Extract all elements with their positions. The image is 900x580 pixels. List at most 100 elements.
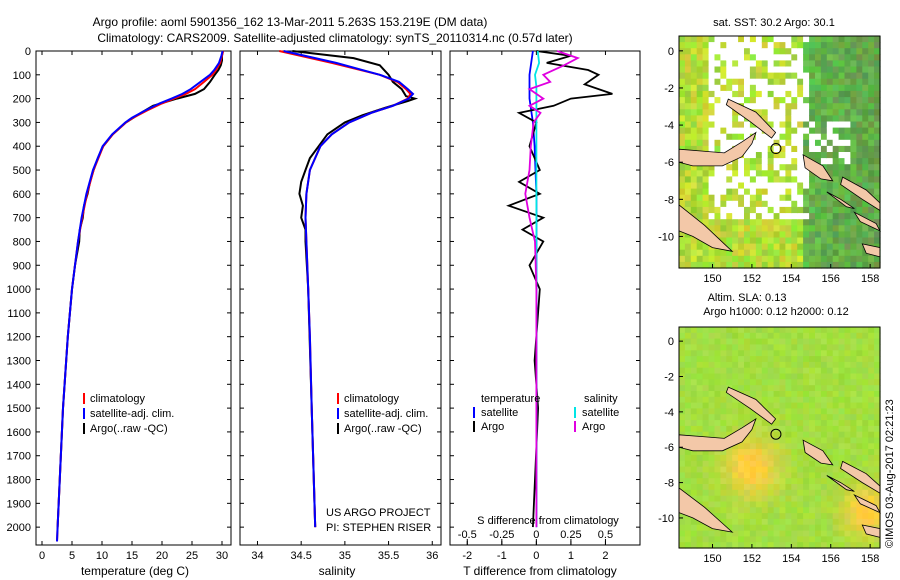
sla-map-cell: [679, 454, 686, 462]
sst-map-cell: [773, 54, 781, 61]
difference-x-tick-label: -2: [462, 550, 472, 562]
sla-map-cell: [696, 379, 704, 386]
sst-map-cell: [714, 121, 721, 129]
sla-map-cell: [749, 489, 757, 497]
sla-map-cell: [755, 542, 763, 549]
sst-map-cell: [773, 127, 781, 135]
sla-map-cell: [868, 495, 875, 503]
sla-map-cell: [726, 344, 733, 351]
sla-map-cell: [684, 425, 692, 433]
sla-map-cell: [803, 361, 810, 369]
sla-map-cell: [726, 536, 733, 543]
sla-map-cell: [773, 437, 781, 444]
sla-map-cell: [749, 460, 757, 468]
sla-map-cell: [714, 495, 721, 503]
sst-map-cell: [785, 72, 792, 80]
sst-map-cell: [856, 133, 863, 141]
sla-map-cell: [761, 431, 769, 439]
sst-map-cell: [791, 54, 798, 61]
sla-map-cell: [826, 484, 834, 491]
sst-map-cell: [755, 243, 763, 251]
sst-map-cell: [714, 78, 721, 86]
sst-map-cell: [850, 249, 857, 257]
sst-map-cell: [761, 48, 769, 55]
sla-map-cell: [761, 530, 769, 537]
sla-map-cell: [779, 513, 786, 520]
sla-map-cell: [850, 402, 857, 409]
sst-map-cell: [809, 103, 816, 110]
sst-map-cell: [702, 109, 710, 116]
sst-map-cell: [773, 97, 781, 104]
sst-map-cell: [785, 109, 792, 116]
sst-map-cell: [732, 115, 739, 123]
sla-map-cell: [791, 420, 798, 427]
sst-map-cell: [874, 72, 881, 80]
sst-map-cell: [720, 90, 727, 98]
sst-map-cell: [749, 66, 757, 74]
sst-map-cell: [820, 145, 828, 153]
sla-map-cell: [779, 518, 786, 526]
sst-map-cell: [844, 103, 851, 110]
sla-map-cell: [862, 513, 869, 520]
sla-map-cell: [815, 327, 822, 334]
sst-map-cell: [874, 103, 881, 110]
sla-map-cell: [850, 361, 857, 369]
sla-map-cell: [702, 338, 710, 345]
sla-map-cell: [702, 414, 710, 421]
sst-map-cell: [773, 200, 781, 208]
sla-map-cell: [785, 344, 792, 351]
sla-map-cell: [820, 472, 828, 479]
sst-map-cell: [862, 139, 869, 147]
depth-tick-label: 1200: [7, 332, 31, 344]
sst-map-cell: [714, 261, 721, 269]
sst-map-cell: [732, 72, 739, 80]
sst-map-cell: [761, 103, 769, 110]
sst-map-cell: [797, 84, 804, 92]
sla-map-cell: [856, 437, 863, 444]
map-x-tick-label: 152: [743, 273, 761, 285]
sst-map-cell: [702, 170, 710, 177]
sla-map-cell: [826, 536, 834, 543]
sst-map-cell: [797, 243, 804, 251]
sst-map-cell: [785, 237, 792, 245]
sla-map-cell: [755, 536, 763, 543]
sst-map-cell: [791, 109, 798, 116]
sst-map-cell: [708, 54, 716, 61]
sla-map-cell: [738, 530, 745, 537]
sla-map-cell: [744, 472, 751, 479]
sla-map-cell: [815, 460, 822, 468]
sla-map-cell: [868, 507, 875, 514]
sla-map-cell: [690, 466, 698, 473]
sla-map-cell: [720, 495, 727, 503]
sla-map-cell: [874, 501, 881, 508]
sst-map-cell: [738, 54, 745, 61]
sla-map-cell: [744, 518, 751, 526]
sst-map-cell: [714, 84, 721, 92]
sla-map-cell: [738, 350, 745, 357]
sst-map-cell: [779, 261, 786, 269]
sst-map-cell: [761, 145, 769, 153]
sst-map-cell: [690, 194, 698, 202]
sla-map-cell: [720, 391, 727, 398]
sla-map-cell: [708, 379, 716, 386]
depth-tick-label: 400: [13, 141, 31, 153]
sla-map-cell: [797, 437, 804, 444]
sst-map-cell: [744, 72, 751, 80]
sla-map-cell: [696, 484, 704, 491]
sst-map-cell: [791, 231, 798, 239]
sla-map-cell: [744, 408, 751, 415]
sst-map-cell: [702, 84, 710, 92]
sst-map-cell: [696, 176, 704, 184]
sst-map-cell: [714, 48, 721, 55]
sla-map-cell: [773, 373, 781, 380]
sla-map-cell: [803, 356, 810, 363]
sla-map-cell: [862, 443, 869, 450]
sst-map-cell: [862, 249, 869, 257]
sla-map-cell: [797, 414, 804, 421]
sla-map-cell: [862, 327, 869, 334]
sst-map-cell: [803, 188, 810, 196]
sst-map-cell: [856, 103, 863, 110]
sst-map-cell: [832, 255, 840, 263]
sla-map-cell: [838, 513, 846, 520]
sla-map-cell: [702, 396, 710, 404]
